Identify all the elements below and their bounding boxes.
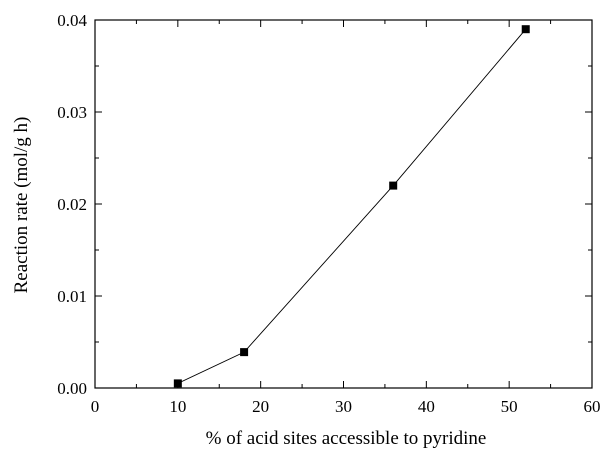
- plot-frame: [95, 20, 592, 388]
- x-tick-label: 50: [501, 397, 518, 416]
- x-axis-title: % of acid sites accessible to pyridine: [206, 428, 487, 449]
- x-tick-label: 30: [335, 397, 352, 416]
- data-points-group: [174, 25, 530, 387]
- y-tick-label: 0.01: [57, 287, 87, 306]
- series-line: [178, 29, 526, 383]
- x-tick-label: 40: [418, 397, 435, 416]
- axes-group: [95, 20, 592, 388]
- data-point: [174, 379, 182, 387]
- series-line-group: [178, 29, 526, 383]
- y-tick-label: 0.00: [57, 379, 87, 398]
- y-tick-label: 0.03: [57, 103, 87, 122]
- y-tick-label: 0.04: [57, 11, 87, 30]
- data-point: [522, 25, 530, 33]
- y-tick-label: 0.02: [57, 195, 87, 214]
- x-tick-label: 20: [252, 397, 269, 416]
- x-tick-label: 60: [584, 397, 601, 416]
- data-point: [240, 348, 248, 356]
- x-tick-label: 0: [91, 397, 100, 416]
- x-tick-label: 10: [169, 397, 186, 416]
- y-axis-title: Reaction rate (mol/g h): [11, 117, 32, 294]
- data-point: [389, 182, 397, 190]
- ticks-group: 0 10 20 30 40 50 60 0.00 0.01 0.02 0.03 0.04: [57, 11, 600, 416]
